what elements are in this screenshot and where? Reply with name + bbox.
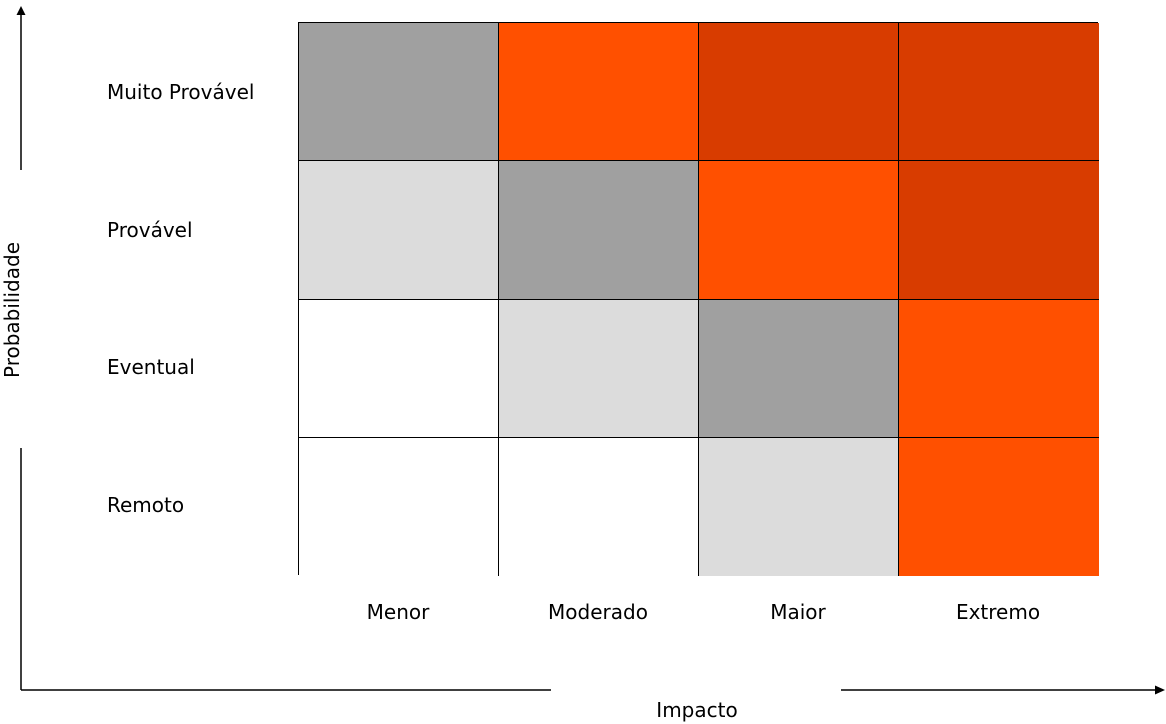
row-label-eventual: Eventual <box>107 355 195 379</box>
matrix-cell <box>699 437 899 576</box>
matrix-cell <box>299 299 499 438</box>
matrix-cell <box>899 161 1099 300</box>
matrix-cell <box>499 437 699 576</box>
matrix-cell <box>699 23 899 162</box>
column-label-menor: Menor <box>366 600 430 624</box>
row-label-remoto: Remoto <box>107 493 185 517</box>
matrix-cell <box>899 299 1099 438</box>
column-label-extremo: Extremo <box>955 600 1041 624</box>
matrix-cell <box>299 437 499 576</box>
x-axis-arrowhead <box>1155 685 1165 695</box>
x-axis-title: Impacto <box>656 698 738 722</box>
matrix-cell <box>699 161 899 300</box>
risk-matrix-grid <box>298 22 1099 576</box>
y-axis-arrowhead <box>16 6 26 15</box>
matrix-cell <box>899 437 1099 576</box>
row-label-muito-provavel: Muito Provável <box>107 80 255 104</box>
y-axis-title: Probabilidade <box>0 242 24 378</box>
matrix-cell <box>699 299 899 438</box>
matrix-cell <box>299 161 499 300</box>
matrix-cell <box>299 23 499 162</box>
column-label-moderado: Moderado <box>548 600 648 624</box>
row-label-provavel: Provável <box>107 218 193 242</box>
column-label-maior: Maior <box>770 600 826 624</box>
matrix-cell <box>499 299 699 438</box>
matrix-cell <box>899 23 1099 162</box>
matrix-cell <box>499 161 699 300</box>
matrix-cell <box>499 23 699 162</box>
